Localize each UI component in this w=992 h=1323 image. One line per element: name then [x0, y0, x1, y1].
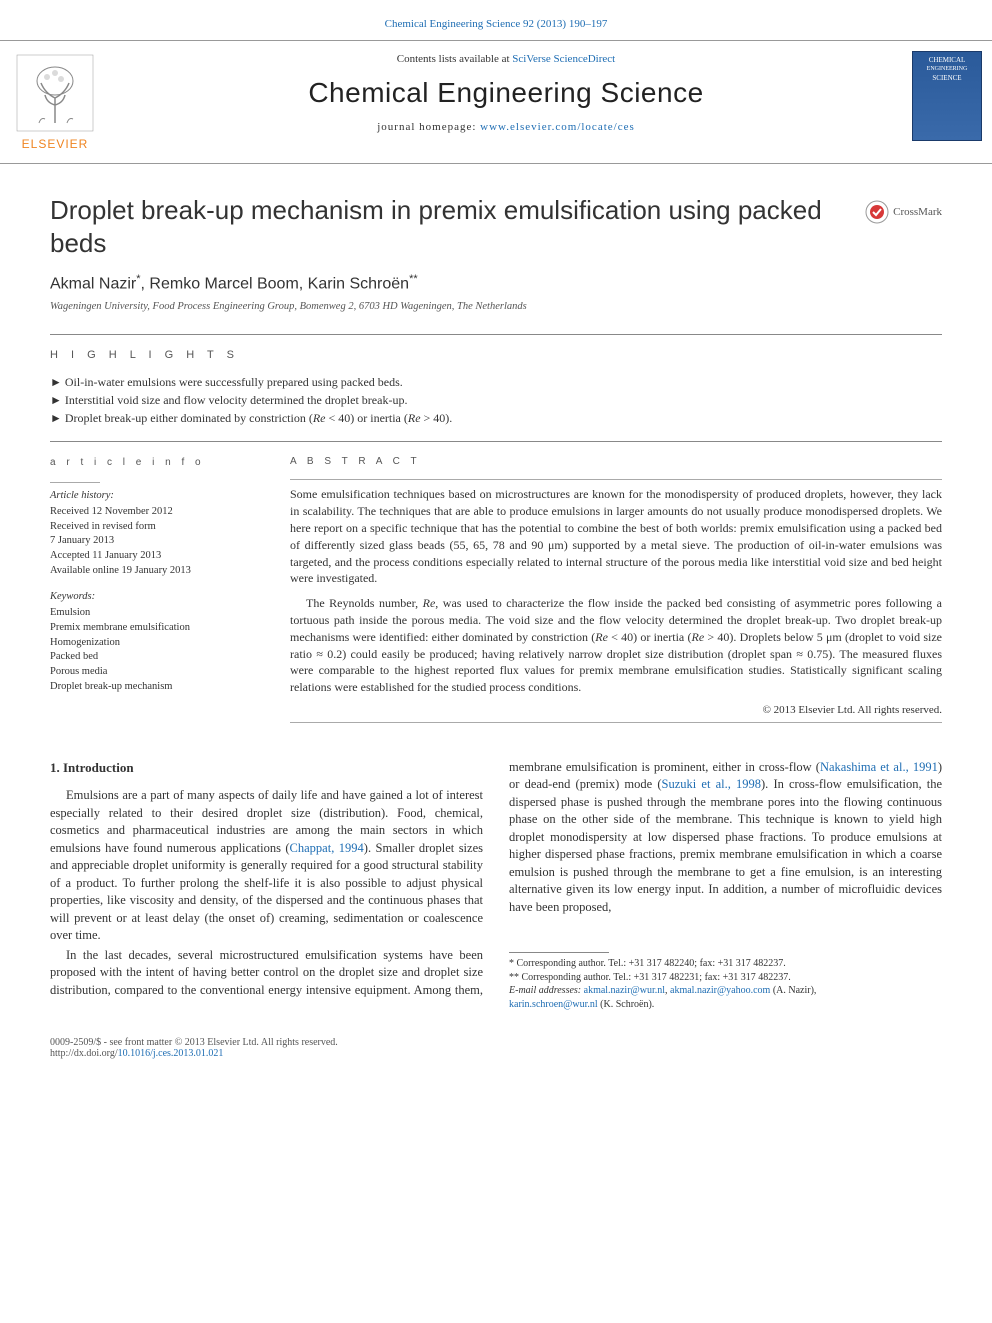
- elsevier-tree-icon: [15, 53, 95, 133]
- crossmark-badge[interactable]: CrossMark: [865, 200, 942, 224]
- article-main: Droplet break-up mechanism in premix emu…: [0, 164, 992, 1031]
- highlights-list: Oil-in-water emulsions were successfully…: [50, 373, 942, 427]
- email-link[interactable]: akmal.nazir@yahoo.com: [670, 985, 770, 996]
- abstract-text: Some emulsification techniques based on …: [290, 486, 942, 696]
- authors: Akmal Nazir*, Remko Marcel Boom, Karin S…: [50, 273, 942, 293]
- highlight-item: Droplet break-up either dominated by con…: [50, 409, 942, 427]
- abstract-col: A B S T R A C T Some emulsification tech…: [290, 456, 942, 729]
- divider: [50, 441, 942, 442]
- keyword: Droplet break-up mechanism: [50, 680, 260, 695]
- article-info-col: a r t i c l e i n f o Article history: R…: [50, 456, 260, 729]
- abstract-divider: [290, 479, 942, 480]
- section-heading: 1. Introduction: [50, 759, 483, 777]
- footnote: ** Corresponding author. Tel.: +31 317 4…: [509, 971, 942, 985]
- citation-link[interactable]: Nakashima et al., 1991: [820, 760, 938, 774]
- highlight-item: Oil-in-water emulsions were successfully…: [50, 373, 942, 391]
- sciencedirect-link[interactable]: SciVerse ScienceDirect: [512, 53, 615, 65]
- abstract-paragraph: The Reynolds number, Re, was used to cha…: [290, 595, 942, 696]
- history-line: Available online 19 January 2013: [50, 564, 260, 579]
- abstract-copyright: © 2013 Elsevier Ltd. All rights reserved…: [290, 704, 942, 716]
- homepage-line: journal homepage: www.elsevier.com/locat…: [110, 121, 902, 133]
- citation-link[interactable]: Chappat, 1994: [290, 841, 364, 855]
- keyword: Premix membrane emulsification: [50, 621, 260, 636]
- email-link[interactable]: akmal.nazir@wur.nl: [584, 985, 665, 996]
- history-line: Received 12 November 2012: [50, 505, 260, 520]
- journal-cover-thumb: CHEMICAL ENGINEERING SCIENCE: [902, 41, 992, 163]
- abstract-paragraph: Some emulsification techniques based on …: [290, 486, 942, 587]
- highlight-item: Interstitial void size and flow velocity…: [50, 391, 942, 409]
- history-line: 7 January 2013: [50, 534, 260, 549]
- history-heading: Article history:: [50, 489, 260, 504]
- keyword: Homogenization: [50, 636, 260, 651]
- top-citation-link[interactable]: Chemical Engineering Science 92 (2013) 1…: [385, 18, 608, 30]
- keyword: Emulsion: [50, 606, 260, 621]
- article-body: 1. Introduction Emulsions are a part of …: [50, 759, 942, 1012]
- journal-name: Chemical Engineering Science: [110, 77, 902, 109]
- doi-line: http://dx.doi.org/10.1016/j.ces.2013.01.…: [50, 1048, 942, 1059]
- keyword: Porous media: [50, 665, 260, 680]
- abstract-label: A B S T R A C T: [290, 456, 942, 467]
- footnote-emails: E-mail addresses: akmal.nazir@wur.nl, ak…: [509, 984, 942, 998]
- abstract-divider: [290, 722, 942, 723]
- email-link[interactable]: karin.schroen@wur.nl: [509, 999, 598, 1010]
- keyword: Packed bed: [50, 650, 260, 665]
- copyright-line: 0009-2509/$ - see front matter © 2013 El…: [50, 1037, 942, 1048]
- footnote: * Corresponding author. Tel.: +31 317 48…: [509, 957, 942, 971]
- bottom-bar: 0009-2509/$ - see front matter © 2013 El…: [0, 1031, 992, 1079]
- highlights-label: H I G H L I G H T S: [50, 349, 942, 361]
- publisher-logo: ELSEVIER: [0, 41, 110, 163]
- header-center: Contents lists available at SciVerse Sci…: [110, 41, 902, 163]
- footnote-emails: karin.schroen@wur.nl (K. Schroën).: [509, 998, 942, 1012]
- keywords-heading: Keywords:: [50, 590, 260, 605]
- corresp-marker-1: *: [136, 273, 140, 285]
- corresp-marker-2: **: [409, 273, 418, 285]
- footnote-divider: [509, 952, 609, 953]
- body-paragraph: Emulsions are a part of many aspects of …: [50, 787, 483, 945]
- journal-homepage-link[interactable]: www.elsevier.com/locate/ces: [480, 121, 635, 133]
- history-line: Received in revised form: [50, 520, 260, 535]
- crossmark-label: CrossMark: [893, 206, 942, 218]
- affiliation: Wageningen University, Food Process Engi…: [50, 301, 942, 312]
- footnotes: * Corresponding author. Tel.: +31 317 48…: [509, 952, 942, 1011]
- divider: [50, 334, 942, 335]
- article-info-label: a r t i c l e i n f o: [50, 456, 260, 470]
- article-title: Droplet break-up mechanism in premix emu…: [50, 194, 845, 259]
- doi-link[interactable]: 10.1016/j.ces.2013.01.021: [118, 1048, 224, 1059]
- info-divider: [50, 482, 100, 483]
- contents-line: Contents lists available at SciVerse Sci…: [110, 53, 902, 65]
- history-line: Accepted 11 January 2013: [50, 549, 260, 564]
- crossmark-icon: [865, 200, 889, 224]
- citation-link[interactable]: Suzuki et al., 1998: [662, 777, 761, 791]
- journal-header: ELSEVIER Contents lists available at Sci…: [0, 40, 992, 164]
- top-citation: Chemical Engineering Science 92 (2013) 1…: [0, 0, 992, 40]
- publisher-name: ELSEVIER: [22, 137, 89, 151]
